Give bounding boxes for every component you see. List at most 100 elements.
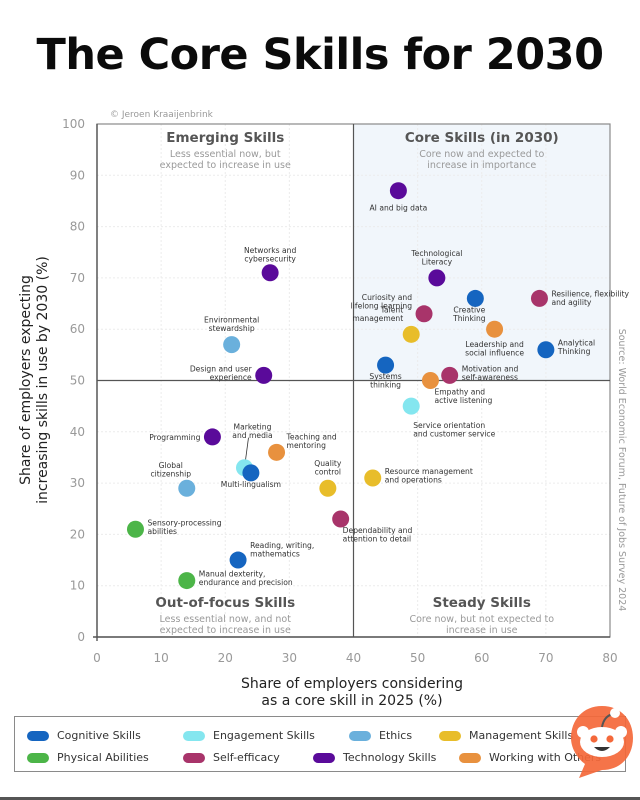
- quadrant-title: Steady Skills: [433, 595, 531, 611]
- x-tick-label: 30: [282, 651, 297, 665]
- data-point: [377, 356, 395, 374]
- y-tick-label: 20: [70, 527, 85, 541]
- y-tick-label: 70: [70, 271, 85, 285]
- data-point-label: AI and big data: [369, 204, 427, 213]
- data-point-label: Service orientation and customer service: [413, 421, 495, 439]
- quadrant-title: Out-of-focus Skills: [155, 595, 295, 611]
- data-point: [415, 305, 433, 323]
- y-tick-label: 90: [70, 168, 85, 182]
- x-tick-label: 20: [218, 651, 233, 665]
- data-point: [255, 366, 273, 384]
- legend-item: Engagement Skills: [183, 729, 315, 742]
- y-tick-label: 10: [70, 579, 85, 593]
- data-point: [402, 325, 420, 343]
- x-tick-label: 0: [93, 651, 101, 665]
- data-point-label: Global citizenship: [151, 461, 192, 479]
- legend-swatch: [349, 730, 371, 741]
- legend-item: Cognitive Skills: [27, 729, 141, 742]
- data-point: [203, 428, 221, 446]
- legend-swatch: [183, 730, 205, 741]
- data-point: [389, 182, 407, 200]
- x-tick-label: 80: [602, 651, 617, 665]
- y-tick-label: 60: [70, 322, 85, 336]
- scatter-chart: 0 10 20 30 40 50 60 70 80 0 10 20 30 40 50 60 70 80 90 100 S…: [18, 110, 630, 709]
- x-tick-label: 40: [346, 651, 361, 665]
- data-point-label: Technological Literacy: [410, 249, 462, 267]
- legend-swatch: [459, 752, 481, 763]
- legend-item: Ethics: [349, 729, 412, 742]
- legend-label: Management Skills: [469, 729, 574, 742]
- data-point-label: Analytical Thinking: [557, 339, 595, 357]
- y-axis-label: Share of employers expectingincreasing s…: [18, 256, 51, 504]
- data-point: [178, 572, 196, 590]
- data-point-label: Systems thinking: [369, 372, 401, 390]
- legend-item: Working with Others: [459, 751, 601, 764]
- y-tick-label: 30: [70, 476, 85, 490]
- data-point-label: Quality control: [314, 459, 342, 477]
- quadrant-title: Emerging Skills: [166, 130, 284, 146]
- chart-title: The Core Skills for 2030: [36, 30, 604, 80]
- y-tick-label: 0: [77, 630, 85, 644]
- legend-label: Engagement Skills: [213, 729, 315, 742]
- data-point-label: Leadership and social influence: [465, 340, 524, 358]
- data-point-label: Networks and cybersecurity: [244, 246, 297, 264]
- x-tick-label: 10: [153, 651, 168, 665]
- legend-label: Physical Abilities: [57, 751, 149, 764]
- data-point-label: Environmental stewardship: [204, 316, 259, 334]
- legend-swatch: [183, 752, 205, 763]
- legend-item: Management Skills: [439, 729, 573, 742]
- data-point-label: Sensory-processing abilities: [147, 518, 221, 536]
- quadrant-subtitle: Core now and expected to increase in impo…: [419, 149, 544, 171]
- data-point: [178, 479, 196, 497]
- data-point: [126, 520, 144, 538]
- data-point-label: Programming: [149, 433, 200, 442]
- bottom-border: [0, 797, 640, 800]
- x-tick-label: 70: [538, 651, 553, 665]
- data-point-label: Dependability and attention to detail: [343, 526, 413, 544]
- data-point: [242, 464, 260, 482]
- source-text: Source: World Economic Forum, Future of …: [616, 329, 627, 612]
- data-point-label: Teaching and mentoring: [286, 432, 337, 450]
- data-point: [486, 320, 504, 338]
- x-axis-label: Share of employers considering as a core …: [241, 676, 463, 709]
- reddit-snoo-icon: [569, 700, 635, 780]
- data-point-label: Curiosity and lifelong learning: [351, 293, 413, 311]
- data-point: [466, 289, 484, 307]
- quadrant-title: Core Skills (in 2030): [405, 130, 559, 146]
- y-tick-label: 50: [70, 374, 85, 388]
- data-point: [421, 372, 439, 389]
- data-point: [428, 269, 446, 287]
- legend-item: Technology Skills: [313, 751, 436, 764]
- data-point-label: Talent management: [352, 305, 403, 323]
- data-point-label: Design and user experience: [190, 364, 253, 382]
- data-point-label: Resilience, flexibility and agility: [551, 289, 629, 307]
- legend-swatch: [313, 752, 335, 763]
- data-point-label: Resource management and operations: [385, 467, 473, 485]
- legend-label: Technology Skills: [343, 751, 437, 764]
- y-tick-label: 100: [62, 117, 85, 131]
- x-tick-label: 60: [474, 651, 489, 665]
- y-tick-label: 40: [70, 425, 85, 439]
- quadrant-subtitle: Core now, but not expected to increase in…: [409, 614, 554, 636]
- y-tick-label: 80: [70, 220, 85, 234]
- data-point: [268, 443, 286, 461]
- data-point-label: Multi-lingualism: [221, 480, 281, 489]
- quadrant-subtitle: Less essential now, but expected to incre…: [160, 149, 291, 171]
- data-point: [402, 397, 420, 415]
- legend-label: Self-efficacy: [213, 751, 280, 764]
- quadrant-subtitle: Less essential now, and not expected to i…: [160, 614, 292, 636]
- legend: Cognitive Skills Engagement Skills Ethics M…: [14, 716, 626, 772]
- legend-item: Physical Abilities: [27, 751, 149, 764]
- data-point: [537, 341, 555, 359]
- legend-label: Cognitive Skills: [57, 729, 141, 742]
- x-tick-label: 50: [410, 651, 425, 665]
- legend-swatch: [27, 752, 49, 763]
- legend-swatch: [439, 730, 461, 741]
- data-point: [261, 264, 279, 282]
- data-point-label: Empathy and active listening: [434, 388, 492, 406]
- credit-text: © Jeroen Kraaijenbrink: [110, 110, 214, 120]
- data-point: [530, 289, 548, 307]
- data-point-label: Reading, writing, mathematics: [250, 541, 314, 559]
- data-point: [319, 479, 337, 497]
- data-point: [229, 551, 247, 569]
